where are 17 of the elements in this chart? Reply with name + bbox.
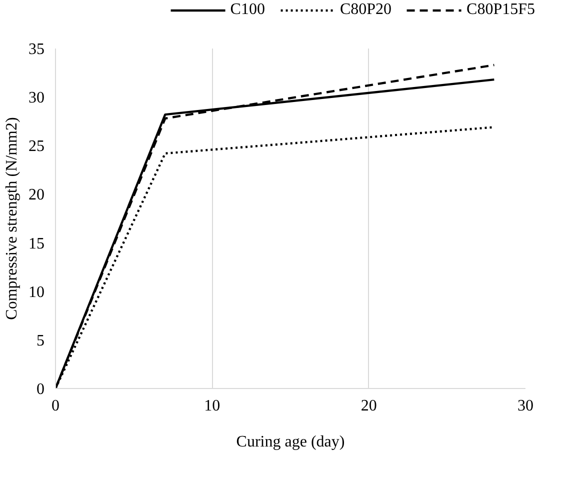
x-tick-label: 0 xyxy=(52,398,60,414)
y-tick-label: 0 xyxy=(36,381,44,398)
y-tick-label: 15 xyxy=(28,235,44,252)
x-tick-label: 10 xyxy=(204,398,220,414)
legend-label: C100 xyxy=(230,1,265,19)
y-axis-title: Compressive strength (N/mm2) xyxy=(4,117,20,320)
legend-label: C80P15F5 xyxy=(466,1,535,19)
x-tick-label: 30 xyxy=(518,398,534,414)
y-tick-label: 30 xyxy=(28,90,44,107)
x-axis-title: Curing age (day) xyxy=(236,434,345,450)
y-tick-label: 10 xyxy=(28,284,44,301)
y-tick-label: 5 xyxy=(36,332,44,350)
y-tick-label: 25 xyxy=(28,138,44,156)
x-tick-label: 20 xyxy=(360,398,377,414)
y-tick-label: 20 xyxy=(28,186,44,204)
legend-label: C80P20 xyxy=(340,1,392,19)
y-tick-label: 35 xyxy=(28,41,44,58)
